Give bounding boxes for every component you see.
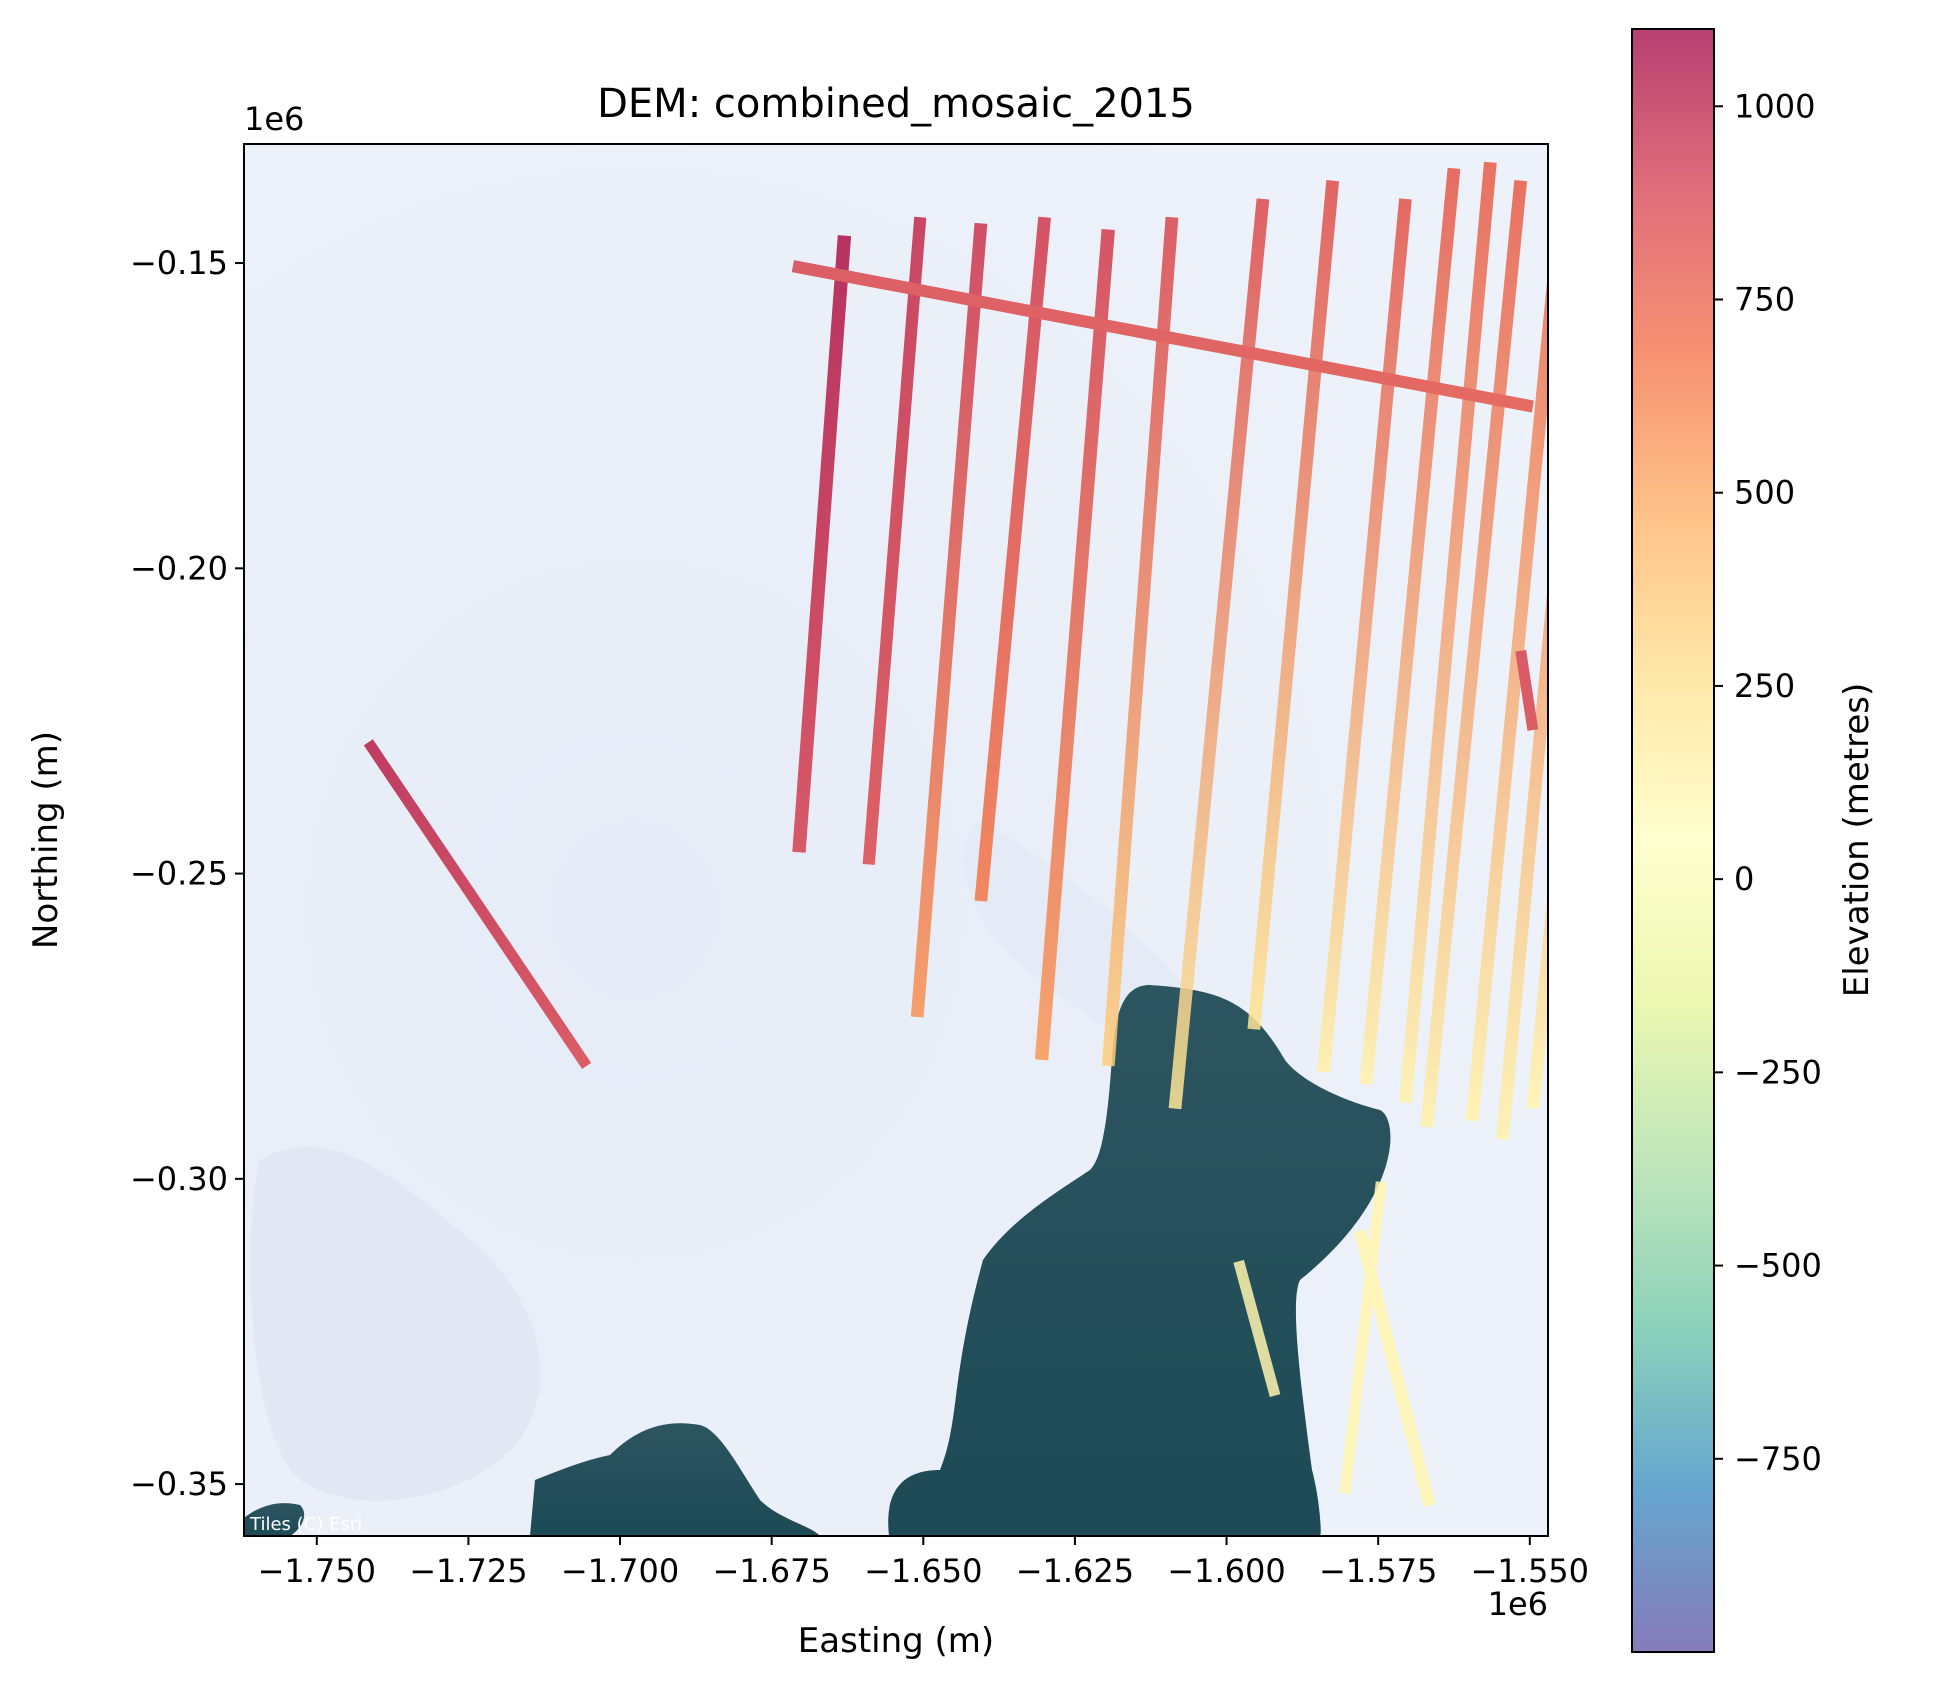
x-tick-label: −1.625 bbox=[1016, 1552, 1134, 1590]
dem-swath bbox=[1247, 180, 1340, 1030]
dem-swath bbox=[1515, 649, 1539, 731]
map-area: Tiles (C) Esri bbox=[244, 144, 1830, 1536]
x-tick-label: −1.675 bbox=[712, 1552, 830, 1590]
y-tick-label: −0.15 bbox=[130, 244, 228, 282]
colorbar-tick-label: −500 bbox=[1734, 1247, 1822, 1285]
colorbar-tick-label: 750 bbox=[1734, 281, 1795, 319]
y-axis: −0.15 −0.20 −0.25 −0.30 −0.35 bbox=[130, 244, 244, 1503]
dem-swath bbox=[1359, 167, 1461, 1085]
colorbar-tick-label: −250 bbox=[1734, 1053, 1822, 1091]
y-tick-label: −0.35 bbox=[130, 1465, 228, 1503]
dem-swath bbox=[1034, 228, 1115, 1061]
dem-swaths bbox=[363, 161, 1830, 1507]
dem-swath bbox=[1788, 236, 1830, 1091]
colorbar-tick-label: 250 bbox=[1734, 667, 1795, 705]
x-tick-label: −1.575 bbox=[1319, 1552, 1437, 1590]
x-offset-label: 1e6 bbox=[1488, 1585, 1548, 1623]
x-tick-label: −1.650 bbox=[864, 1552, 982, 1590]
x-tick-label: −1.700 bbox=[561, 1552, 679, 1590]
y-tick-label: −0.20 bbox=[130, 549, 228, 587]
dem-swath bbox=[1465, 271, 1548, 1122]
x-tick-label: −1.550 bbox=[1471, 1552, 1589, 1590]
dem-swath bbox=[974, 216, 1051, 902]
colorbar-tick-label: 500 bbox=[1734, 474, 1795, 512]
y-tick-label: −0.30 bbox=[130, 1160, 228, 1198]
dem-swath bbox=[1496, 582, 1548, 1140]
colorbar-tick-label: 1000 bbox=[1734, 87, 1815, 125]
dem-swath bbox=[1339, 1181, 1387, 1494]
attribution-text: Tiles (C) Esri bbox=[249, 1514, 362, 1535]
x-axis-label: Easting (m) bbox=[798, 1621, 994, 1661]
dem-swath bbox=[1317, 198, 1412, 1073]
colorbar-frame bbox=[1631, 28, 1715, 1653]
y-tick-label: −0.25 bbox=[130, 855, 228, 893]
dem-swath bbox=[1101, 216, 1179, 1067]
colorbar-tick-label: 0 bbox=[1734, 860, 1754, 898]
dem-swath bbox=[792, 235, 852, 853]
x-axis: −1.750 −1.725 −1.700 −1.675 −1.650 −1.625 −1.6… bbox=[258, 1536, 1589, 1590]
x-tick-label: −1.750 bbox=[258, 1552, 376, 1590]
dem-swath bbox=[363, 739, 592, 1069]
x-tick-label: −1.725 bbox=[409, 1552, 527, 1590]
dem-swath bbox=[1399, 161, 1497, 1104]
dem-swath bbox=[1233, 1259, 1281, 1398]
colorbar-ticks: 1000 750 500 250 0 −250 −500 −750 bbox=[1714, 87, 1822, 1478]
dem-swath bbox=[791, 260, 1534, 413]
x-tick-label: −1.600 bbox=[1167, 1552, 1285, 1590]
open-water bbox=[244, 1503, 305, 1536]
y-offset-label: 1e6 bbox=[244, 100, 304, 138]
basemap-shadow bbox=[250, 1147, 541, 1501]
colorbar bbox=[1632, 29, 1714, 1652]
open-water bbox=[888, 985, 1391, 1536]
open-water bbox=[530, 1423, 820, 1536]
colorbar-label: Elevation (metres) bbox=[1837, 683, 1877, 998]
y-axis-label: Northing (m) bbox=[26, 731, 66, 949]
dem-swath bbox=[862, 216, 927, 865]
dem-swath bbox=[1420, 180, 1528, 1128]
chart-title: DEM: combined_mosaic_2015 bbox=[597, 81, 1195, 127]
colorbar-tick-label: −750 bbox=[1734, 1440, 1822, 1478]
dem-swath bbox=[910, 222, 988, 1018]
plot-frame bbox=[243, 143, 1549, 1537]
